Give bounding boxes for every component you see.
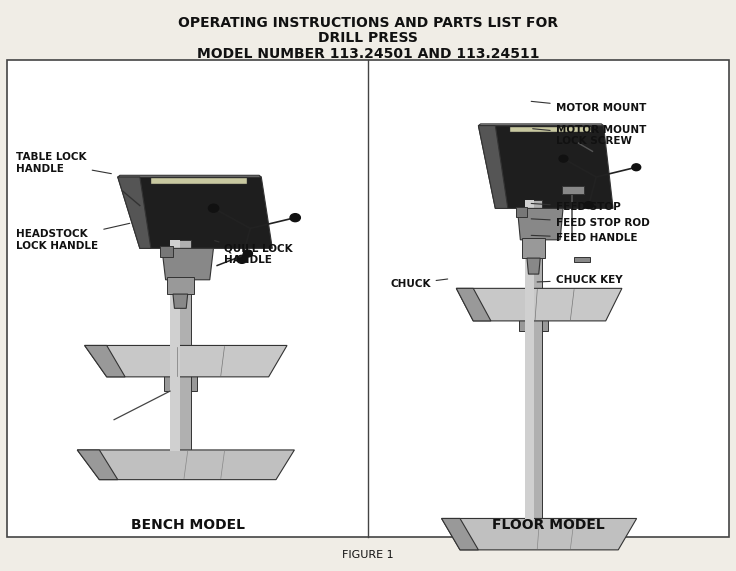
Polygon shape bbox=[478, 124, 604, 126]
Bar bbox=[170, 240, 180, 451]
Text: FIGURE 1: FIGURE 1 bbox=[342, 550, 394, 560]
Circle shape bbox=[244, 250, 252, 257]
Polygon shape bbox=[442, 518, 637, 550]
Text: DRILL PRESS: DRILL PRESS bbox=[318, 31, 418, 45]
Bar bbox=[519, 319, 548, 331]
Polygon shape bbox=[118, 175, 261, 177]
Text: MOTOR MOUNT: MOTOR MOUNT bbox=[531, 101, 646, 114]
Bar bbox=[516, 207, 527, 217]
Text: MODEL NUMBER 113.24501 AND 113.24511: MODEL NUMBER 113.24501 AND 113.24511 bbox=[197, 47, 539, 61]
Circle shape bbox=[290, 214, 300, 222]
Text: CHUCK: CHUCK bbox=[390, 279, 447, 289]
Text: FLOOR MODEL: FLOOR MODEL bbox=[492, 518, 605, 532]
Polygon shape bbox=[527, 258, 540, 274]
Polygon shape bbox=[456, 288, 622, 321]
Bar bbox=[170, 240, 191, 451]
Text: FEED STOP ROD: FEED STOP ROD bbox=[531, 218, 649, 228]
Polygon shape bbox=[478, 126, 508, 208]
Bar bbox=[510, 127, 591, 132]
Circle shape bbox=[237, 255, 247, 263]
Text: CHUCK KEY: CHUCK KEY bbox=[537, 275, 623, 285]
Polygon shape bbox=[77, 450, 294, 480]
Circle shape bbox=[584, 202, 593, 208]
Text: MOTOR MOUNT
LOCK SCREW: MOTOR MOUNT LOCK SCREW bbox=[533, 124, 646, 146]
Circle shape bbox=[632, 164, 641, 171]
Text: BENCH MODEL: BENCH MODEL bbox=[131, 518, 244, 532]
Text: HEADSTOCK
LOCK HANDLE: HEADSTOCK LOCK HANDLE bbox=[16, 223, 130, 251]
Text: FEED HANDLE: FEED HANDLE bbox=[531, 233, 637, 243]
FancyBboxPatch shape bbox=[7, 60, 729, 537]
Polygon shape bbox=[85, 345, 287, 377]
Bar bbox=[525, 200, 534, 520]
Bar bbox=[167, 277, 194, 294]
Polygon shape bbox=[77, 450, 118, 480]
Bar bbox=[562, 186, 584, 194]
Polygon shape bbox=[456, 288, 491, 321]
Bar bbox=[525, 200, 542, 520]
Polygon shape bbox=[517, 208, 563, 240]
Text: OPERATING INSTRUCTIONS AND PARTS LIST FOR: OPERATING INSTRUCTIONS AND PARTS LIST FO… bbox=[178, 16, 558, 30]
Polygon shape bbox=[173, 294, 188, 308]
Polygon shape bbox=[85, 345, 125, 377]
Bar bbox=[160, 246, 173, 257]
Bar bbox=[574, 257, 590, 262]
Bar bbox=[151, 178, 247, 184]
Polygon shape bbox=[118, 177, 272, 248]
Bar bbox=[522, 238, 545, 258]
Text: FEED STOP: FEED STOP bbox=[531, 202, 620, 212]
Bar bbox=[164, 374, 197, 391]
Circle shape bbox=[559, 155, 568, 162]
Polygon shape bbox=[162, 248, 213, 280]
Text: TABLE LOCK
HANDLE: TABLE LOCK HANDLE bbox=[16, 152, 111, 174]
Text: QUILL LOCK
HANDLE: QUILL LOCK HANDLE bbox=[215, 240, 293, 265]
Polygon shape bbox=[442, 518, 478, 550]
Circle shape bbox=[208, 204, 219, 212]
Polygon shape bbox=[118, 177, 151, 248]
Polygon shape bbox=[478, 126, 613, 208]
